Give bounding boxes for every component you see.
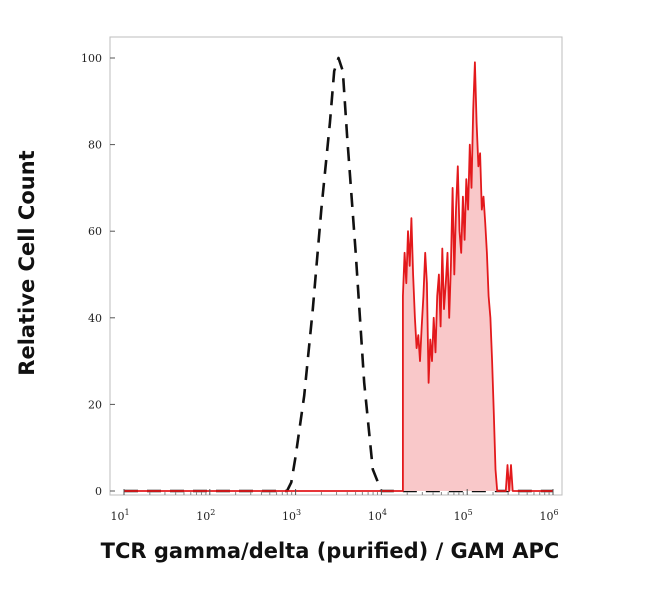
y-tick-label: 40	[88, 312, 102, 325]
axis-layer: 0 20 40 60 80 100 101 102 103 104 105 106	[81, 52, 559, 523]
x-tick-label: 104	[368, 508, 387, 523]
series-1-area	[124, 62, 553, 492]
series-layer	[124, 56, 553, 493]
y-tick-label: 60	[88, 225, 102, 238]
series-1-line	[124, 61, 553, 492]
series-0-line	[124, 56, 553, 493]
x-tick-label: 101	[110, 508, 129, 523]
x-tick-label: 103	[282, 508, 301, 523]
y-tick-label: 80	[88, 139, 102, 152]
x-axis-title: TCR gamma/delta (purified) / GAM APC	[101, 539, 560, 563]
y-axis-title: Relative Cell Count	[15, 150, 39, 375]
x-tick-label: 106	[539, 508, 558, 523]
y-tick-label: 0	[95, 485, 102, 498]
x-tick-label: 102	[196, 508, 215, 523]
y-tick-label: 100	[81, 52, 102, 65]
y-tick-label: 20	[88, 398, 102, 411]
x-tick-label: 105	[454, 508, 473, 523]
